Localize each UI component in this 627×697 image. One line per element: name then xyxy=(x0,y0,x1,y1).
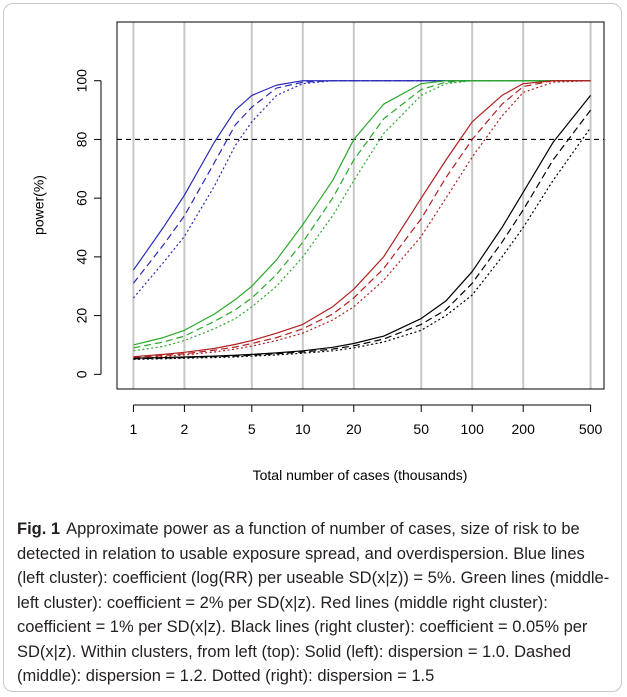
x-tick-label: 100 xyxy=(461,421,485,437)
series-line xyxy=(132,80,591,284)
figure-caption: Fig. 1 Approximate power as a function of… xyxy=(17,517,612,689)
x-tick-label: 10 xyxy=(295,421,311,437)
y-tick-label: 60 xyxy=(74,190,90,206)
x-tick-label: 20 xyxy=(346,421,362,437)
series-line xyxy=(132,80,591,271)
y-tick-label: 20 xyxy=(74,308,90,324)
x-tick-label: 2 xyxy=(181,421,189,437)
x-tick-label: 500 xyxy=(579,421,603,437)
series-line xyxy=(133,95,592,359)
series-line xyxy=(133,80,591,358)
y-axis-label: power(%) xyxy=(31,175,47,235)
x-axis-label: Total number of cases (thousands) xyxy=(253,467,468,483)
x-tick-label: 50 xyxy=(413,421,429,437)
x-tick-label: 200 xyxy=(512,421,536,437)
series-group xyxy=(132,80,592,360)
caption-text: Approximate power as a function of numbe… xyxy=(17,520,610,685)
series-line xyxy=(133,80,591,349)
power-chart: 0 20 40 60 80 100 1 2 5 10 20 50 100 200 500 power(%)… xyxy=(31,21,605,483)
y-tick-label: 40 xyxy=(74,249,90,265)
series-line xyxy=(133,127,592,360)
series-line xyxy=(133,80,591,359)
figure-frame xyxy=(3,3,622,692)
plot-area-border xyxy=(116,21,605,390)
figure-label: Fig. 1 xyxy=(17,520,61,538)
x-tick-label: 5 xyxy=(248,421,256,437)
series-line xyxy=(133,109,592,360)
series-line xyxy=(133,80,591,352)
series-line xyxy=(133,80,591,360)
series-line xyxy=(133,80,591,346)
series-line xyxy=(132,80,591,299)
y-axis: 0 20 40 60 80 100 xyxy=(74,69,102,378)
vertical-grid xyxy=(132,22,592,389)
x-tick-label: 1 xyxy=(130,421,138,437)
y-tick-label: 0 xyxy=(74,370,90,378)
x-axis: 1 2 5 10 20 50 100 200 500 xyxy=(130,404,603,437)
y-tick-label: 100 xyxy=(74,69,90,93)
y-tick-label: 80 xyxy=(74,131,90,147)
